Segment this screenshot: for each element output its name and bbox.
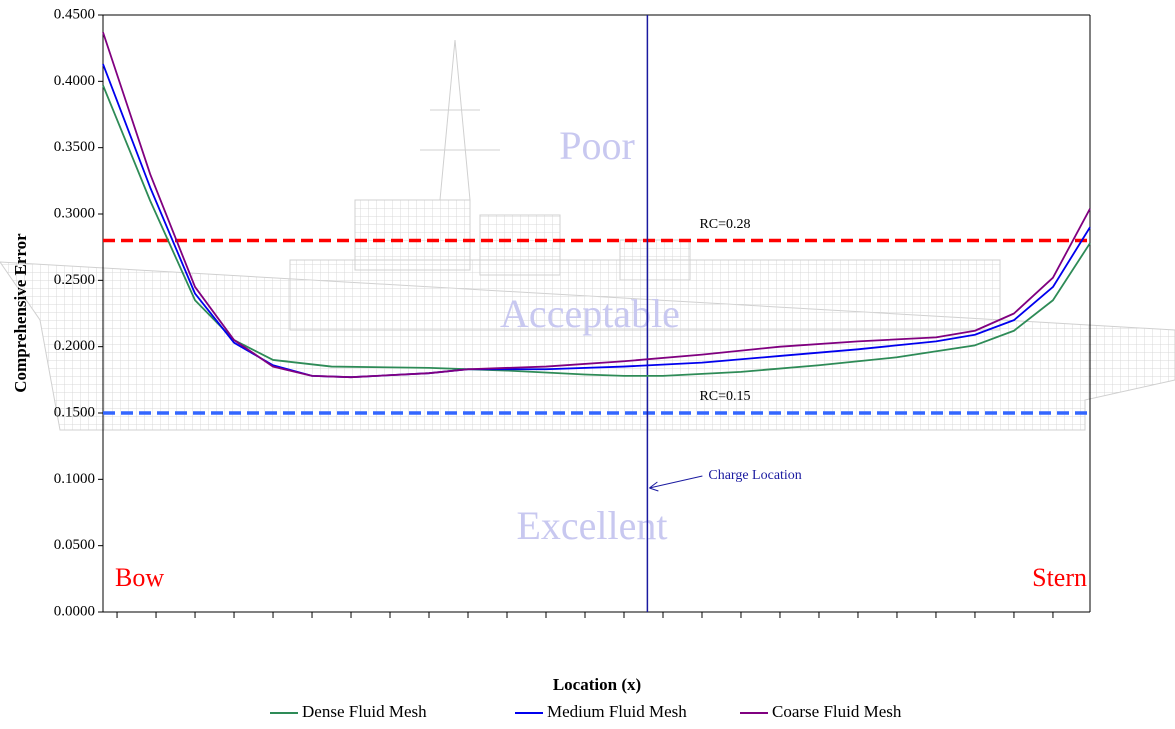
y-tick-label: 0.2000: [54, 338, 95, 354]
y-tick-label: 0.1000: [54, 471, 95, 487]
reference-label: RC=0.15: [699, 389, 750, 404]
y-tick-label: 0.0000: [54, 603, 95, 619]
y-tick-label: 0.2500: [54, 272, 95, 288]
y-tick-label: 0.1500: [54, 404, 95, 420]
legend-label: Coarse Fluid Mesh: [772, 702, 902, 721]
x-axis-title: Location (x): [553, 675, 641, 694]
y-tick-label: 0.4000: [54, 73, 95, 89]
legend-label: Dense Fluid Mesh: [302, 702, 427, 721]
chart: Poor Acceptable Excellent Comprehensive Er…: [0, 0, 1175, 729]
reference-label: RC=0.28: [699, 217, 750, 232]
charge-label: Charge Location: [708, 468, 801, 483]
zone-label: Acceptable: [500, 291, 680, 336]
charge-arrow: [649, 476, 702, 491]
end-label: Stern: [1032, 563, 1087, 592]
zone-label: Poor: [559, 123, 635, 168]
y-tick-label: 0.3500: [54, 139, 95, 155]
end-label: Bow: [115, 563, 164, 592]
y-axis-title: Comprehensive Error: [11, 233, 30, 393]
y-tick-label: 0.3000: [54, 205, 95, 221]
y-tick-label: 0.0500: [54, 537, 95, 553]
zone-label: Excellent: [516, 503, 667, 548]
legend-label: Medium Fluid Mesh: [547, 702, 687, 721]
ship-background: [0, 40, 1175, 430]
page: {"chart_data": { "type": "line", "xlabel…: [0, 0, 1175, 729]
y-tick-label: 0.4500: [54, 6, 95, 22]
